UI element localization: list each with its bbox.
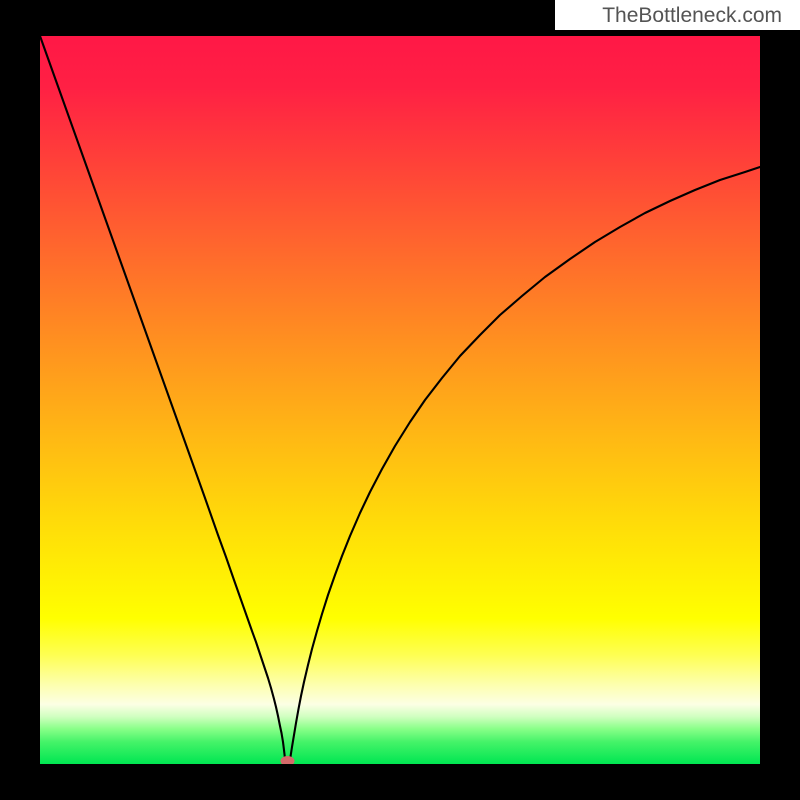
bottleneck-chart (0, 0, 800, 800)
watermark-text: TheBottleneck.com (602, 4, 782, 28)
chart-frame: TheBottleneck.com (0, 0, 800, 800)
plot-background (40, 36, 760, 764)
